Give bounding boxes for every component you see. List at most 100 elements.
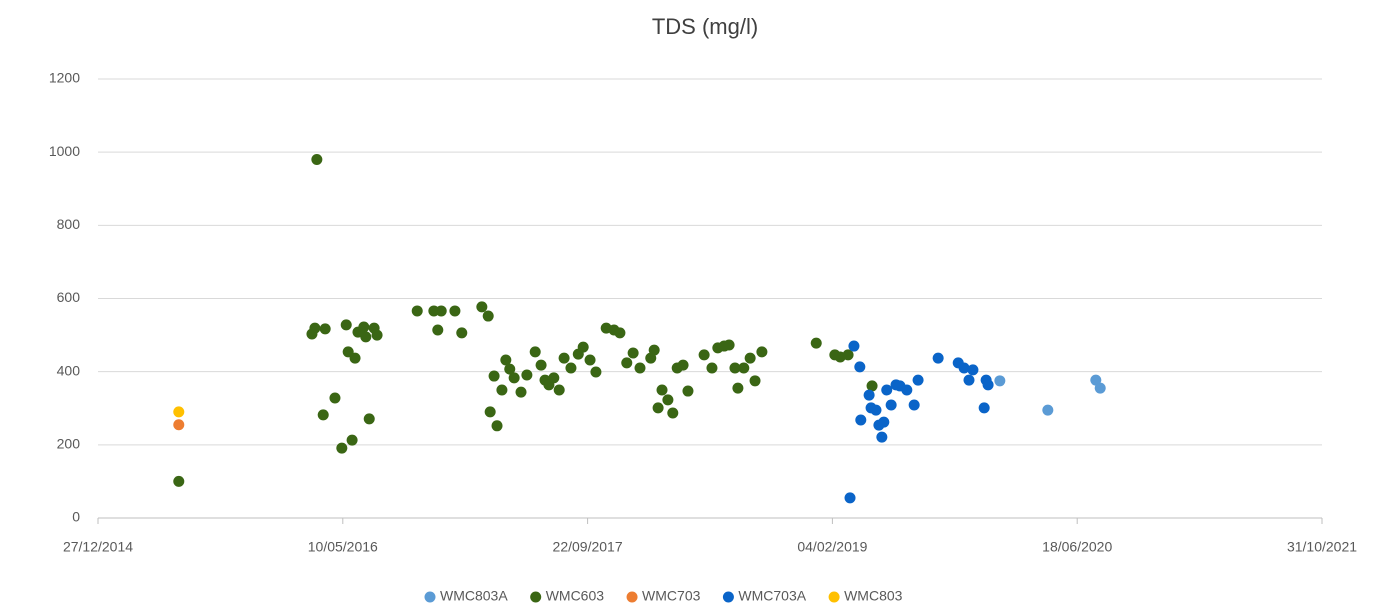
point (677, 359, 689, 371)
point (548, 372, 560, 384)
point (529, 346, 541, 358)
point (491, 420, 503, 432)
point (662, 394, 674, 406)
point (340, 319, 352, 331)
chart-title: TDS (mg/l) (652, 14, 758, 39)
point (732, 382, 744, 394)
legend-label: WMC703A (738, 588, 806, 604)
legend-label: WMC803 (844, 588, 903, 604)
point (346, 434, 358, 446)
point (844, 492, 856, 504)
point (634, 362, 646, 374)
point (411, 305, 423, 317)
point (309, 322, 321, 334)
point (508, 372, 520, 384)
legend-marker (722, 591, 734, 603)
point (866, 380, 878, 392)
point (876, 431, 888, 443)
point (738, 362, 750, 374)
point (577, 341, 589, 353)
point (349, 352, 361, 364)
point (863, 389, 875, 401)
point (855, 414, 867, 426)
point (500, 354, 512, 366)
point (667, 407, 679, 419)
point (173, 419, 185, 431)
point (358, 321, 370, 333)
point (810, 337, 822, 349)
point (496, 384, 508, 396)
point (648, 344, 660, 356)
x-tick-label: 22/09/2017 (553, 539, 623, 555)
x-tick-label: 04/02/2019 (797, 539, 867, 555)
x-tick-label: 10/05/2016 (308, 539, 378, 555)
legend-marker (530, 591, 542, 603)
y-tick-label: 0 (72, 509, 80, 525)
legend-label: WMC703 (642, 588, 701, 604)
y-tick-label: 400 (57, 362, 81, 378)
point (870, 404, 882, 416)
point (1094, 382, 1106, 394)
point (1090, 374, 1102, 386)
point (476, 301, 488, 313)
point (336, 442, 348, 454)
point (590, 366, 602, 378)
point (994, 375, 1006, 387)
point (173, 406, 185, 418)
point (932, 352, 944, 364)
point (435, 305, 447, 317)
point (901, 384, 913, 396)
legend-label: WMC603 (546, 588, 605, 604)
point (317, 409, 329, 421)
point (729, 362, 741, 374)
x-tick-label: 31/10/2021 (1287, 539, 1357, 555)
point (363, 413, 375, 425)
point (319, 323, 331, 335)
point (482, 310, 494, 322)
point (329, 392, 341, 404)
point (621, 357, 633, 369)
point (484, 406, 496, 418)
y-tick-label: 600 (57, 289, 81, 305)
point (912, 374, 924, 386)
point (881, 384, 893, 396)
point (698, 349, 710, 361)
point (963, 374, 975, 386)
point (558, 352, 570, 364)
point (449, 305, 461, 317)
y-tick-label: 800 (57, 216, 81, 232)
point (706, 362, 718, 374)
point (749, 375, 761, 387)
point (521, 369, 533, 381)
y-tick-label: 200 (57, 436, 81, 452)
point (652, 402, 664, 414)
point (908, 399, 920, 411)
point (842, 349, 854, 361)
point (744, 352, 756, 364)
point (627, 347, 639, 359)
x-tick-label: 18/06/2020 (1042, 539, 1112, 555)
point (756, 346, 768, 358)
y-tick-label: 1200 (49, 70, 80, 86)
point (311, 153, 323, 165)
point (515, 386, 527, 398)
point (885, 399, 897, 411)
x-tick-label: 27/12/2014 (63, 539, 133, 555)
legend-marker (424, 591, 436, 603)
point (878, 416, 890, 428)
legend-label: WMC803A (440, 588, 508, 604)
point (488, 370, 500, 382)
point (854, 361, 866, 373)
point (723, 339, 735, 351)
point (565, 362, 577, 374)
point (614, 327, 626, 339)
point (958, 362, 970, 374)
point (584, 354, 596, 366)
point (360, 331, 372, 343)
y-tick-label: 1000 (49, 143, 80, 159)
point (504, 363, 516, 375)
point (982, 379, 994, 391)
point (553, 384, 565, 396)
point (173, 475, 185, 487)
